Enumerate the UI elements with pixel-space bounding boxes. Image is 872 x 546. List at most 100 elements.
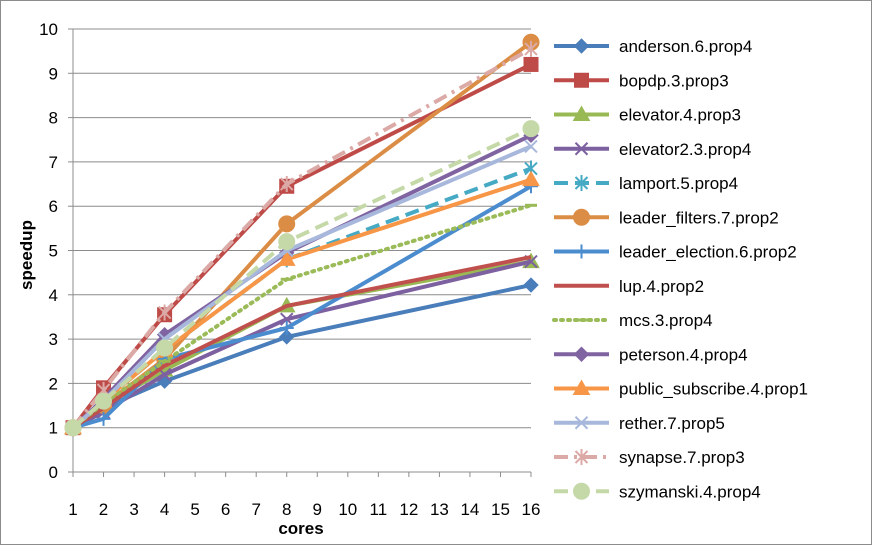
x-tick-label: 5 bbox=[190, 500, 199, 519]
x-tick-label: 11 bbox=[370, 500, 388, 519]
y-tick-label: 7 bbox=[49, 153, 58, 172]
y-tick-label: 1 bbox=[49, 419, 58, 438]
legend-label: leader_election.6.prop2 bbox=[619, 243, 797, 262]
legend-entry: anderson.6.prop4 bbox=[554, 37, 752, 56]
series-synapse.7.prop3 bbox=[66, 40, 538, 436]
y-tick-label: 9 bbox=[49, 64, 58, 83]
legend-marker bbox=[572, 105, 591, 121]
x-tick-label: 3 bbox=[129, 500, 138, 519]
legend-marker bbox=[573, 482, 590, 500]
y-tick-label: 5 bbox=[49, 242, 58, 261]
series-szymanski.4.prop4 bbox=[64, 120, 540, 437]
legend-entry: lamport.5.prop4 bbox=[554, 174, 738, 193]
legend-label: rether.7.prop5 bbox=[619, 414, 725, 433]
x-tick-label: 9 bbox=[313, 500, 322, 519]
legend-label: leader_filters.7.prop2 bbox=[619, 208, 779, 227]
data-point bbox=[524, 40, 538, 57]
data-point bbox=[278, 215, 296, 233]
y-tick-label: 0 bbox=[49, 463, 58, 482]
data-point bbox=[522, 170, 540, 187]
legend-marker bbox=[573, 208, 590, 226]
y-tick-label: 3 bbox=[49, 330, 58, 349]
y-tick-label: 2 bbox=[49, 374, 58, 393]
x-tick-label: 12 bbox=[399, 500, 418, 519]
legend-entry: rether.7.prop5 bbox=[554, 414, 725, 433]
series-lup.4.prop2 bbox=[71, 255, 532, 430]
y-tick-label: 10 bbox=[39, 20, 58, 39]
x-tick-label: 4 bbox=[160, 500, 169, 519]
legend-label: lamport.5.prop4 bbox=[619, 174, 738, 193]
data-point bbox=[280, 176, 294, 193]
x-axis-title: cores bbox=[278, 519, 323, 538]
legend-label: public_subscribe.4.prop1 bbox=[619, 380, 808, 399]
x-tick-label: 14 bbox=[460, 500, 479, 519]
y-tick-label: 8 bbox=[49, 109, 58, 128]
series-line bbox=[71, 126, 532, 430]
legend-marker bbox=[572, 379, 591, 395]
y-tick-label: 4 bbox=[49, 286, 58, 305]
legend-label: peterson.4.prop4 bbox=[619, 345, 748, 364]
x-tick-label: 10 bbox=[338, 500, 357, 519]
legend-label: elevator2.3.prop4 bbox=[619, 140, 751, 159]
data-point bbox=[524, 139, 538, 154]
legend-entry: szymanski.4.prop4 bbox=[554, 482, 761, 501]
legend-label: mcs.3.prop4 bbox=[619, 311, 713, 330]
legend-entry: leader_election.6.prop2 bbox=[554, 243, 797, 262]
legend-marker bbox=[574, 142, 589, 156]
data-point bbox=[522, 120, 540, 138]
data-point bbox=[279, 329, 295, 345]
data-point bbox=[523, 277, 539, 293]
legend-label: anderson.6.prop4 bbox=[619, 37, 752, 56]
legend-marker bbox=[574, 449, 589, 465]
data-point bbox=[64, 419, 82, 437]
legend-label: szymanski.4.prop4 bbox=[619, 482, 761, 501]
legend-entry: mcs.3.prop4 bbox=[552, 311, 713, 330]
x-tick-label: 7 bbox=[251, 500, 260, 519]
series-lines bbox=[64, 33, 540, 437]
data-point bbox=[157, 304, 172, 321]
x-tick-label: 15 bbox=[491, 500, 510, 519]
data-point bbox=[280, 312, 294, 326]
data-point bbox=[277, 250, 296, 266]
y-axis-title: speedup bbox=[17, 220, 36, 290]
data-point bbox=[156, 339, 174, 357]
legend-entry: leader_filters.7.prop2 bbox=[554, 208, 779, 227]
legend-entry: bopdp.3.prop3 bbox=[554, 71, 729, 90]
x-tick-label: 16 bbox=[522, 500, 541, 519]
legend-marker bbox=[574, 72, 589, 88]
x-tick-labels: 1 2 3 4 5 6 7 8 9 10 11 12 13 14 15 16 bbox=[68, 500, 540, 519]
legend-entry: elevator.4.prop3 bbox=[554, 105, 741, 125]
x-tick-label: 1 bbox=[68, 500, 77, 519]
legend-marker bbox=[574, 244, 589, 259]
series-elevator.4.prop3 bbox=[64, 252, 540, 435]
data-point bbox=[523, 56, 539, 72]
legend: anderson.6.prop4 bopdp.3.prop3 elevator.4.… bbox=[552, 37, 808, 501]
x-tick-label: 8 bbox=[282, 500, 291, 519]
legend-marker bbox=[573, 346, 590, 362]
series-line bbox=[71, 255, 532, 430]
legend-entry: synapse.7.prop3 bbox=[554, 448, 745, 467]
legend-label: synapse.7.prop3 bbox=[619, 448, 745, 467]
series-leader_election.6.prop2 bbox=[66, 179, 538, 435]
data-point bbox=[96, 411, 111, 426]
legend-marker bbox=[574, 416, 589, 430]
x-tick-label: 6 bbox=[221, 500, 230, 519]
data-point bbox=[95, 392, 113, 410]
legend-entry: elevator2.3.prop4 bbox=[554, 140, 751, 159]
legend-marker bbox=[574, 175, 589, 191]
y-tick-label: 6 bbox=[49, 197, 58, 216]
x-tick-label: 2 bbox=[99, 500, 108, 519]
legend-label: bopdp.3.prop3 bbox=[619, 71, 729, 90]
legend-label: elevator.4.prop3 bbox=[619, 106, 741, 125]
y-tick-labels: 0 1 2 3 4 5 6 7 8 9 10 bbox=[39, 20, 58, 482]
data-point bbox=[279, 321, 294, 336]
legend-entry: peterson.4.prop4 bbox=[554, 345, 748, 364]
legend-label: lup.4.prop2 bbox=[619, 277, 704, 296]
legend-entry: lup.4.prop2 bbox=[554, 277, 704, 296]
data-point bbox=[278, 233, 296, 251]
legend-entry: public_subscribe.4.prop1 bbox=[554, 379, 808, 399]
x-tick-label: 13 bbox=[430, 500, 449, 519]
legend-marker bbox=[573, 38, 590, 54]
